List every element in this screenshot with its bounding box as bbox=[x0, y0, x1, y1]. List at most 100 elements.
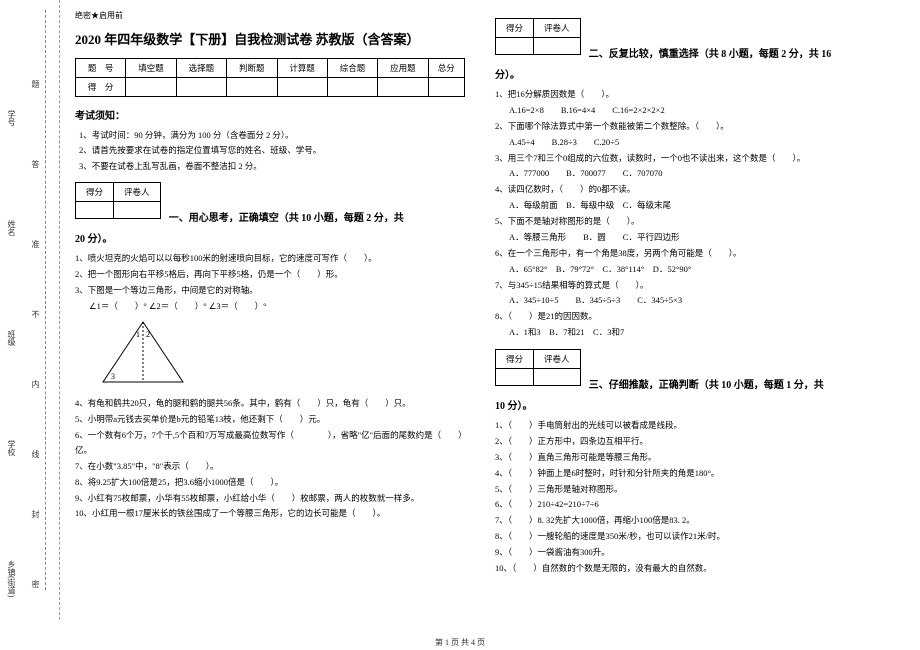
seal-text: 不 bbox=[30, 310, 41, 318]
question-options: A．65°82° B．79°72° C．38°114° D．52°90° bbox=[495, 262, 885, 277]
box-label: 得分 bbox=[76, 182, 114, 201]
seal-text: 内 bbox=[30, 380, 41, 388]
empty-cell bbox=[126, 78, 176, 97]
empty-cell bbox=[277, 78, 327, 97]
question-item: 4、读四亿数时，（ ）的0都不读。 bbox=[495, 182, 885, 197]
margin-label: 班级 bbox=[6, 330, 17, 346]
question-options: A．等腰三角形 B．圆 C．平行四边形 bbox=[495, 230, 885, 245]
header-cell: 选择题 bbox=[176, 59, 226, 78]
empty-cell bbox=[378, 78, 428, 97]
binding-margin: 乡镇(街道) 学校 班级 姓名 学号 密 封 线 内 不 准 答 题 bbox=[0, 0, 60, 620]
page-content: 绝密★启用前 2020 年四年级数学【下册】自我检测试卷 苏教版（含答案） 题 … bbox=[0, 0, 920, 620]
question-item: 6、在一个三角形中，有一个角是38度，另两个角可能是（ ）。 bbox=[495, 246, 885, 261]
question-item: 9、小红有75枚邮票，小华有55枚邮票，小红给小华（ ）枚邮票，两人的枚数就一样… bbox=[75, 491, 465, 506]
section-1-questions: 1、喷火坦克的火焰可以以每秒100米的射速喷向目标，它的速度可写作（ ）。 2、… bbox=[75, 251, 465, 521]
seal-text: 题 bbox=[30, 80, 41, 88]
box-label: 评卷人 bbox=[114, 182, 161, 201]
question-item: 4、有龟和鹤共20只，龟的腿和鹤的腿共56条。其中，鹤有（ ）只，龟有（ ）只。 bbox=[75, 396, 465, 411]
exam-title: 2020 年四年级数学【下册】自我检测试卷 苏教版（含答案） bbox=[75, 29, 465, 48]
question-item: 8、（ ）一艘轮船的速度是350米/秒，也可以读作21米/时。 bbox=[495, 529, 885, 544]
question-item: 2、把一个图形向右平移5格后，再向下平移5格，仍是一个（ ）形。 bbox=[75, 267, 465, 282]
grader-box: 得分评卷人 bbox=[495, 349, 581, 386]
grader-box: 得分评卷人 bbox=[495, 18, 581, 55]
question-item: 9、（ ）一袋酱油有300升。 bbox=[495, 545, 885, 560]
left-column: 绝密★启用前 2020 年四年级数学【下册】自我检测试卷 苏教版（含答案） 题 … bbox=[60, 10, 480, 620]
grader-box: 得分评卷人 bbox=[75, 182, 161, 219]
notice-item: 3、不要在试卷上乱写乱画，卷面不整洁扣 2 分。 bbox=[79, 159, 465, 174]
question-item: 7、与345÷15结果相等的算式是（ ）。 bbox=[495, 278, 885, 293]
question-item: 3、（ ）直角三角形可能是等腰三角形。 bbox=[495, 450, 885, 465]
header-cell: 应用题 bbox=[378, 59, 428, 78]
question-item: 4、（ ）钟面上是6时整时，时针和分针所夹的角是180°。 bbox=[495, 466, 885, 481]
section-2-tail: 分）。 bbox=[495, 66, 885, 81]
seal-text: 答 bbox=[30, 160, 41, 168]
question-options: A.45÷4 B.28÷3 C.20÷5 bbox=[495, 135, 885, 150]
svg-text:1: 1 bbox=[136, 330, 140, 339]
section-1-tail: 20 分）。 bbox=[75, 230, 465, 245]
notice-heading: 考试须知： bbox=[75, 107, 465, 122]
header-cell: 填空题 bbox=[126, 59, 176, 78]
empty-cell bbox=[534, 38, 581, 55]
header-cell: 综合题 bbox=[327, 59, 377, 78]
notice-list: 1、考试时间：90 分钟，满分为 100 分（含卷面分 2 分）。 2、请首先按… bbox=[79, 128, 465, 174]
notice-item: 2、请首先按要求在试卷的指定位置填写您的姓名、班级、学号。 bbox=[79, 143, 465, 158]
empty-cell bbox=[114, 201, 161, 218]
empty-cell bbox=[496, 38, 534, 55]
margin-label: 学号 bbox=[6, 110, 17, 126]
margin-label: 乡镇(街道) bbox=[6, 560, 17, 597]
table-row: 题 号 填空题 选择题 判断题 计算题 综合题 应用题 总分 bbox=[76, 59, 465, 78]
question-item: 8、（ ）是21的因因数。 bbox=[495, 309, 885, 324]
empty-cell bbox=[227, 78, 277, 97]
question-options: A．345÷10÷5 B．345÷5÷3 C．345÷5×3 bbox=[495, 293, 885, 308]
empty-cell bbox=[76, 201, 114, 218]
box-label: 评卷人 bbox=[534, 19, 581, 38]
question-item: 7、在小数"3.85"中，"8"表示（ ）。 bbox=[75, 459, 465, 474]
triangle-figure: 1 2 3 bbox=[93, 317, 465, 392]
question-item: 2、下面哪个除法算式中第一个数能被第二个数整除。（ ）。 bbox=[495, 119, 885, 134]
question-item: 10、（ ）自然数的个数是无限的，没有最大的自然数。 bbox=[495, 561, 885, 576]
table-row: 得 分 bbox=[76, 78, 465, 97]
margin-label: 姓名 bbox=[6, 220, 17, 236]
seal-text: 封 bbox=[30, 510, 41, 518]
section-2-questions: 1、把16分解质因数是（ ）。 A.16=2×8 B.16=4×4 C.16=2… bbox=[495, 87, 885, 340]
question-item: 6、（ ）210÷42=210÷7÷6 bbox=[495, 497, 885, 512]
box-label: 得分 bbox=[496, 19, 534, 38]
question-item: 6、一个数有6个万，7个千,5个百和7万写成最高位数写作（ ），省略"亿"后面的… bbox=[75, 428, 465, 458]
question-item: 3、用三个7和三个0组成的六位数，读数时，一个0也不读出来，这个数是（ ）。 bbox=[495, 151, 885, 166]
question-options: A．777000 B．700077 C．707070 bbox=[495, 166, 885, 181]
seal-text: 线 bbox=[30, 450, 41, 458]
header-cell: 总分 bbox=[428, 59, 464, 78]
section-3-title: 三、仔细推敲，正确判断（共 10 小题，每题 1 分，共 bbox=[589, 380, 824, 391]
notice-item: 1、考试时间：90 分钟，满分为 100 分（含卷面分 2 分）。 bbox=[79, 128, 465, 143]
score-table: 题 号 填空题 选择题 判断题 计算题 综合题 应用题 总分 得 分 bbox=[75, 58, 465, 97]
question-item: 10、小红用一根17厘米长的铁丝围成了一个等腰三角形，它的边长可能是（ ）。 bbox=[75, 506, 465, 521]
empty-cell bbox=[428, 78, 464, 97]
seal-text: 密 bbox=[30, 580, 41, 588]
question-options: A．每级前面 B．每级中级 C．每级末尾 bbox=[495, 198, 885, 213]
header-cell: 计算题 bbox=[277, 59, 327, 78]
question-options: A．1和3 B．7和21 C．3和7 bbox=[495, 325, 885, 340]
question-sub: ∠1＝（ ）° ∠2＝（ ）° ∠3＝（ ）° bbox=[75, 299, 465, 314]
empty-cell bbox=[496, 369, 534, 386]
question-item: 7、（ ）8. 32先扩大1000倍，再缩小100倍是83. 2。 bbox=[495, 513, 885, 528]
page-footer: 第 1 页 共 4 页 bbox=[0, 637, 920, 648]
box-label: 得分 bbox=[496, 350, 534, 369]
svg-text:2: 2 bbox=[146, 330, 150, 339]
question-item: 5、小明带a元钱去买单价是b元的铅笔13枝，他还剩下（ ）元。 bbox=[75, 412, 465, 427]
dashed-boundary bbox=[45, 10, 46, 590]
empty-cell bbox=[176, 78, 226, 97]
triangle-svg: 1 2 3 bbox=[93, 317, 193, 387]
header-cell: 判断题 bbox=[227, 59, 277, 78]
header-cell: 题 号 bbox=[76, 59, 126, 78]
question-item: 2、（ ）正方形中，四条边互相平行。 bbox=[495, 434, 885, 449]
empty-cell bbox=[327, 78, 377, 97]
question-item: 1、（ ）手电筒射出的光线可以被看成是线段。 bbox=[495, 418, 885, 433]
svg-text:3: 3 bbox=[111, 372, 115, 381]
section-1-title: 一、用心思考，正确填空（共 10 小题，每题 2 分，共 bbox=[169, 213, 404, 224]
question-item: 1、把16分解质因数是（ ）。 bbox=[495, 87, 885, 102]
seal-text: 准 bbox=[30, 240, 41, 248]
section-3-tail: 10 分）。 bbox=[495, 397, 885, 412]
right-column: 得分评卷人 二、反复比较，慎重选择（共 8 小题，每题 2 分，共 16 分）。… bbox=[480, 10, 900, 620]
question-item: 5、（ ）三角形是轴对称图形。 bbox=[495, 482, 885, 497]
question-item: 5、下面不是轴对称图形的是（ ）。 bbox=[495, 214, 885, 229]
